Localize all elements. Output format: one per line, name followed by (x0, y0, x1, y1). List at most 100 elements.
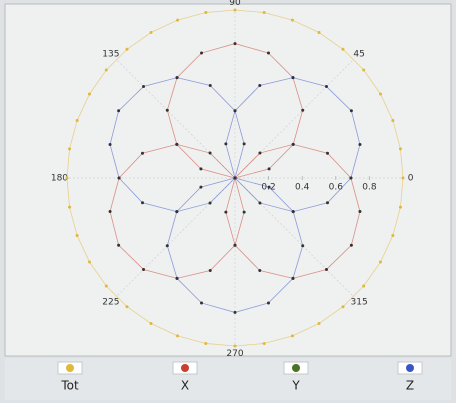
radial-tick-label: 0.6 (329, 183, 344, 193)
data-point (391, 233, 395, 237)
data-point (233, 8, 237, 12)
data-point (75, 119, 79, 123)
data-point (233, 344, 237, 348)
data-point (125, 47, 129, 51)
legend-swatch (292, 364, 300, 372)
data-point (301, 108, 305, 112)
data-point (104, 284, 108, 288)
legend-label: X (181, 379, 189, 393)
data-point (258, 268, 262, 272)
data-point (267, 167, 271, 171)
data-point (204, 11, 208, 15)
data-point (349, 109, 353, 113)
data-point (341, 47, 345, 51)
data-point (88, 260, 92, 264)
angle-tick-label: 270 (226, 349, 243, 359)
data-point (317, 321, 321, 325)
data-point (378, 92, 382, 96)
data-point (291, 210, 295, 214)
data-point (291, 142, 295, 146)
data-point (290, 18, 294, 22)
data-point (175, 142, 179, 146)
angle-tick-label: 45 (353, 49, 364, 59)
radial-tick-label: 0.4 (295, 183, 310, 193)
data-point (291, 76, 295, 80)
legend-swatch (66, 364, 74, 372)
data-point (68, 147, 72, 151)
data-point (149, 31, 153, 35)
data-point (142, 267, 146, 271)
data-point (324, 85, 328, 89)
data-point (175, 210, 179, 214)
data-point (262, 11, 266, 15)
data-point (108, 209, 112, 213)
data-point (291, 276, 295, 280)
data-point (290, 334, 294, 338)
data-point (266, 301, 270, 305)
data-point (224, 142, 228, 146)
data-point (258, 84, 262, 88)
data-point (317, 31, 321, 35)
data-point (208, 151, 212, 155)
data-point (68, 205, 72, 209)
data-point (258, 201, 262, 205)
data-point (262, 341, 266, 345)
data-point (242, 142, 246, 146)
legend-label: Z (406, 379, 414, 393)
angle-tick-label: 0 (408, 174, 414, 184)
data-point (341, 305, 345, 309)
data-point (200, 301, 204, 305)
legend-label: Tot (60, 379, 79, 393)
data-point (401, 176, 405, 180)
data-point (175, 276, 179, 280)
data-point (141, 151, 145, 155)
data-point (233, 310, 237, 314)
data-point (208, 268, 212, 272)
data-point (301, 244, 305, 248)
data-point (108, 143, 112, 147)
data-point (233, 243, 237, 247)
data-point (258, 151, 262, 155)
legend-swatch (406, 364, 414, 372)
data-point (325, 151, 329, 155)
data-point (267, 185, 271, 189)
data-point (398, 205, 402, 209)
data-point (65, 176, 69, 180)
data-point (358, 143, 362, 147)
angle-tick-label: 225 (102, 298, 119, 308)
data-point (200, 51, 204, 55)
data-point (358, 209, 362, 213)
angle-tick-label: 315 (351, 298, 368, 308)
data-point (199, 185, 203, 189)
data-point (325, 201, 329, 205)
data-point (165, 108, 169, 112)
data-point (266, 51, 270, 55)
data-point (175, 76, 179, 80)
data-point (233, 109, 237, 113)
data-point (165, 244, 169, 248)
data-point (224, 210, 228, 214)
data-point (176, 18, 180, 22)
data-point (398, 147, 402, 151)
legend-label: Y (291, 379, 300, 393)
data-point (208, 84, 212, 88)
angle-tick-label: 135 (102, 49, 119, 59)
radial-tick-label: 0.8 (362, 183, 377, 193)
data-point (204, 341, 208, 345)
data-point (349, 176, 353, 180)
data-point (362, 284, 366, 288)
data-point (117, 243, 121, 247)
data-point (233, 42, 237, 46)
data-point (117, 109, 121, 113)
data-point (208, 201, 212, 205)
data-point (88, 92, 92, 96)
angle-tick-label: 180 (51, 174, 68, 184)
data-point (176, 334, 180, 338)
data-point (233, 176, 237, 180)
data-point (149, 321, 153, 325)
data-point (378, 260, 382, 264)
data-point (117, 176, 121, 180)
data-point (142, 85, 146, 89)
